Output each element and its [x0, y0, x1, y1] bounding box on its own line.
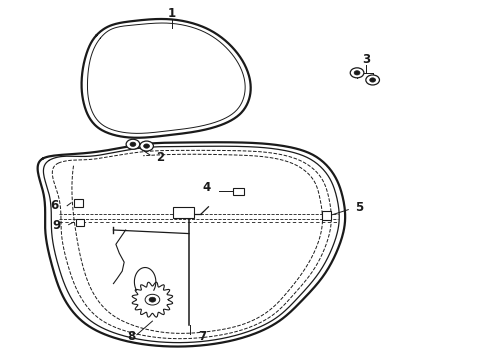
Text: 9: 9 — [52, 219, 61, 232]
Text: 8: 8 — [127, 330, 135, 343]
Text: 1: 1 — [168, 8, 176, 21]
FancyBboxPatch shape — [173, 207, 195, 217]
FancyBboxPatch shape — [233, 188, 244, 195]
Circle shape — [149, 297, 156, 302]
Text: 7: 7 — [199, 330, 207, 343]
Circle shape — [140, 141, 153, 151]
Text: 3: 3 — [362, 53, 370, 66]
Circle shape — [126, 139, 140, 149]
Text: 2: 2 — [156, 151, 165, 165]
Circle shape — [144, 144, 149, 148]
Text: 5: 5 — [355, 201, 363, 214]
FancyBboxPatch shape — [74, 199, 83, 207]
Circle shape — [130, 142, 136, 147]
Circle shape — [354, 71, 360, 75]
Circle shape — [145, 294, 160, 305]
Text: 4: 4 — [203, 181, 211, 194]
Text: 6: 6 — [50, 198, 59, 212]
Circle shape — [350, 68, 364, 78]
FancyBboxPatch shape — [322, 211, 331, 220]
Circle shape — [370, 78, 375, 82]
Circle shape — [366, 75, 379, 85]
FancyBboxPatch shape — [76, 219, 84, 226]
